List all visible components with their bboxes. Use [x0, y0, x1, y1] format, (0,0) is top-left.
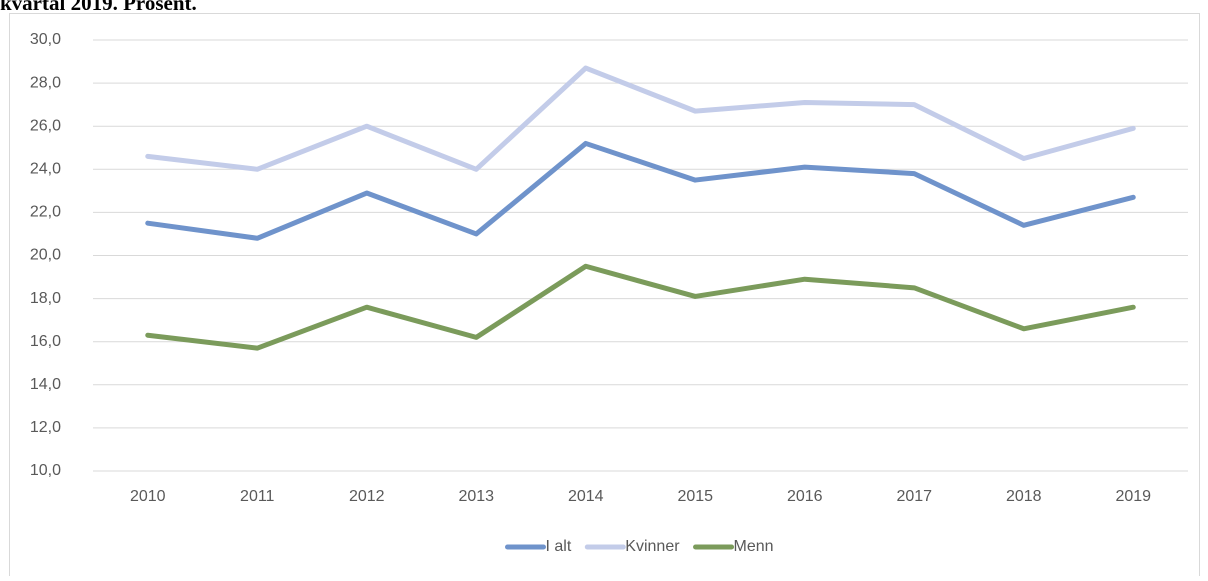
x-tick-label: 2019	[1115, 488, 1151, 505]
x-tick-label: 2010	[130, 488, 166, 505]
legend-label: I alt	[546, 538, 572, 555]
series-line	[145, 140, 1136, 241]
x-tick-label: 2016	[787, 488, 823, 505]
y-tick-label: 14,0	[30, 376, 61, 393]
x-tick-label: 2017	[896, 488, 932, 505]
series-line	[145, 65, 1136, 172]
x-tick-label: 2013	[458, 488, 494, 505]
y-tick-label: 26,0	[30, 117, 61, 134]
y-tick-label: 24,0	[30, 161, 61, 178]
y-tick-label: 18,0	[30, 290, 61, 307]
x-tick-label: 2012	[349, 488, 385, 505]
x-tick-label: 2011	[240, 488, 275, 505]
legend-label: Kvinner	[625, 538, 680, 555]
x-tick-label: 2018	[1006, 488, 1042, 505]
y-tick-label: 16,0	[30, 333, 61, 350]
chart-title: kvartal 2019. Prosent.	[0, 0, 197, 15]
y-tick-label: 20,0	[30, 247, 61, 264]
series-line	[145, 263, 1136, 351]
y-tick-label: 30,0	[30, 31, 61, 48]
x-tick-label: 2014	[568, 488, 604, 505]
y-tick-label: 12,0	[30, 419, 61, 436]
x-tick-label: 2015	[677, 488, 713, 505]
y-tick-label: 22,0	[30, 204, 61, 221]
legend-label: Menn	[734, 538, 774, 555]
y-tick-label: 10,0	[30, 462, 61, 479]
y-tick-label: 28,0	[30, 74, 61, 91]
chart-frame	[9, 13, 1200, 581]
